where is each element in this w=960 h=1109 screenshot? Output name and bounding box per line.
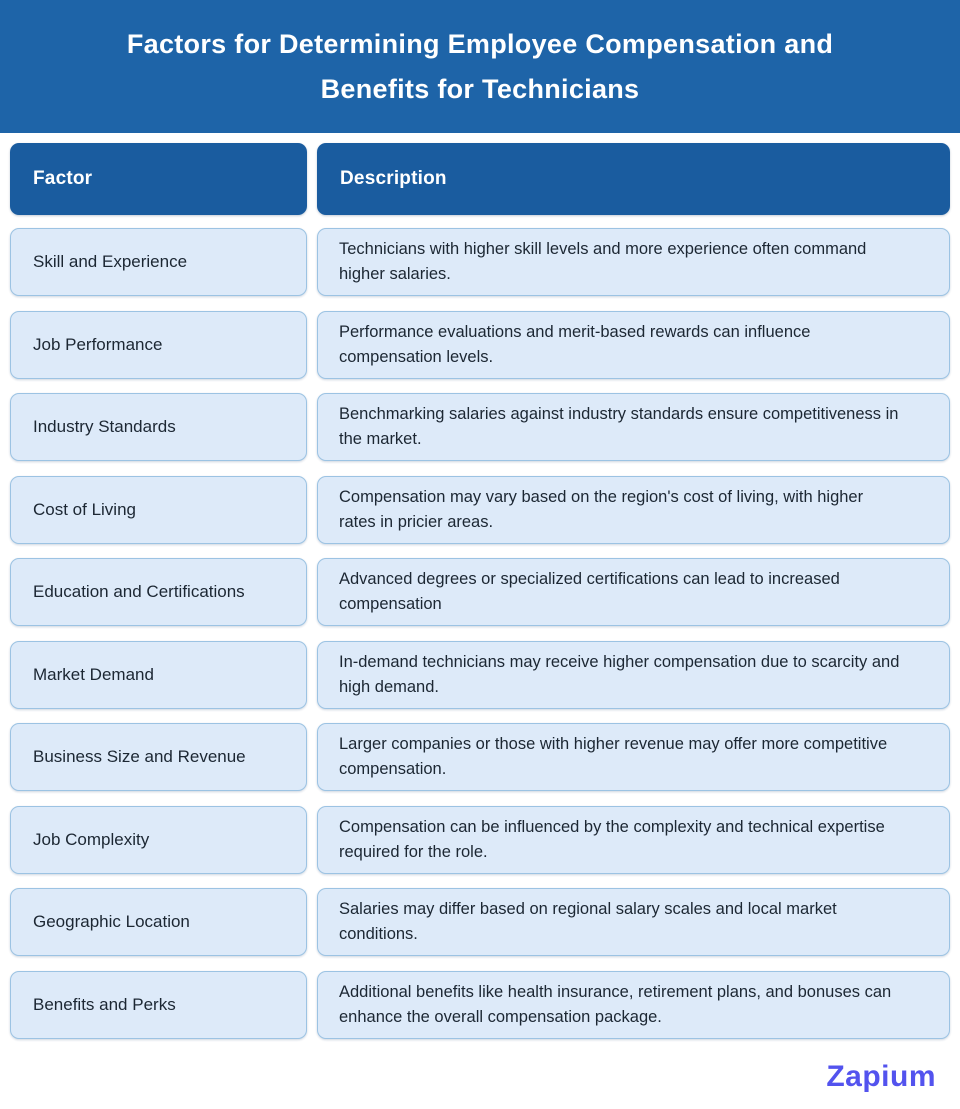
factor-cell: Industry Standards [10, 393, 307, 461]
factor-cell: Job Performance [10, 310, 307, 379]
factor-cell: Job Complexity [10, 805, 307, 874]
table-row: Benefits and Perks Additional benefits l… [10, 970, 950, 1039]
table-row: Industry Standards Benchmarking salaries… [10, 393, 950, 461]
table-row: Skill and Experience Technicians with hi… [10, 228, 950, 296]
table-row: Market Demand In-demand technicians may … [10, 640, 950, 709]
zapium-logo: Zapium [826, 1059, 936, 1093]
table-row: Education and Certifications Advanced de… [10, 558, 950, 626]
table-row: Business Size and Revenue Larger compani… [10, 723, 950, 791]
page-title: Factors for Determining Employee Compens… [127, 22, 833, 112]
description-cell: Advanced degrees or specialized certific… [317, 558, 950, 626]
factor-cell: Geographic Location [10, 888, 307, 956]
page-title-line2: Benefits for Technicians [320, 73, 640, 104]
table-row: Geographic Location Salaries may differ … [10, 888, 950, 956]
factor-cell: Business Size and Revenue [10, 723, 307, 791]
table-row: Job Performance Performance evaluations … [10, 310, 950, 379]
factors-table: Factor Description Skill and Experience … [10, 143, 950, 1039]
table-row: Job Complexity Compensation can be influ… [10, 805, 950, 874]
description-cell: Larger companies or those with higher re… [317, 723, 950, 791]
column-header-description: Description [317, 143, 950, 215]
description-cell: Salaries may differ based on regional sa… [317, 888, 950, 956]
table-row: Cost of Living Compensation may vary bas… [10, 475, 950, 544]
description-cell: Performance evaluations and merit-based … [317, 310, 950, 379]
description-cell: Compensation may vary based on the regio… [317, 475, 950, 544]
description-cell: Compensation can be influenced by the co… [317, 805, 950, 874]
factor-cell: Cost of Living [10, 475, 307, 544]
factor-cell: Skill and Experience [10, 228, 307, 296]
page-title-line1: Factors for Determining Employee Compens… [126, 28, 834, 59]
description-cell: Additional benefits like health insuranc… [317, 970, 950, 1039]
description-cell: Benchmarking salaries against industry s… [317, 393, 950, 461]
description-cell: Technicians with higher skill levels and… [317, 228, 950, 296]
factor-cell: Market Demand [10, 640, 307, 709]
table-header-row: Factor Description [10, 143, 950, 215]
title-banner: Factors for Determining Employee Compens… [0, 0, 960, 133]
factor-cell: Benefits and Perks [10, 970, 307, 1039]
description-cell: In-demand technicians may receive higher… [317, 640, 950, 709]
column-header-factor: Factor [10, 143, 307, 215]
footer: Zapium [0, 1060, 960, 1094]
factor-cell: Education and Certifications [10, 558, 307, 626]
